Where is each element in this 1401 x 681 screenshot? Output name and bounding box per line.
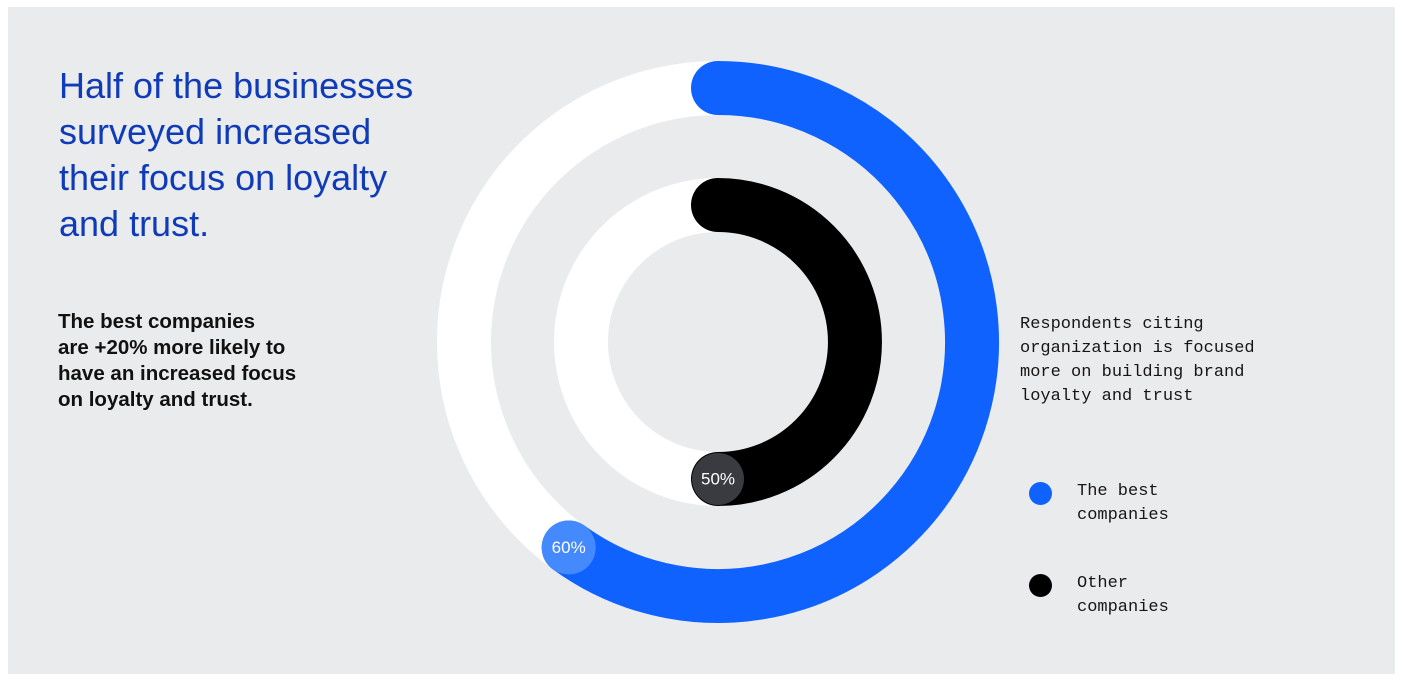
headline: Half of the businesses surveyed increase…: [59, 65, 414, 244]
background-panel: [8, 7, 1395, 674]
other-companies-arc: [691, 178, 882, 506]
other-companies-value-label: 50%: [701, 470, 735, 489]
legend-label-best-companies: The best companies: [1077, 482, 1169, 525]
key-finding: The best companies are +20% more likely …: [58, 310, 297, 411]
other-companies-value-badge: [692, 453, 744, 505]
best-companies-value-label: 60%: [552, 538, 586, 557]
legend-dot-other-companies: [1029, 574, 1052, 597]
legend-dot-best-companies: [1029, 482, 1052, 505]
best-companies-arc: [541, 61, 999, 623]
legend-label-other-companies: Other companies: [1077, 574, 1169, 617]
legend-description: Respondents citing organization is focus…: [1020, 315, 1255, 406]
best-companies-value-badge: [541, 520, 596, 575]
